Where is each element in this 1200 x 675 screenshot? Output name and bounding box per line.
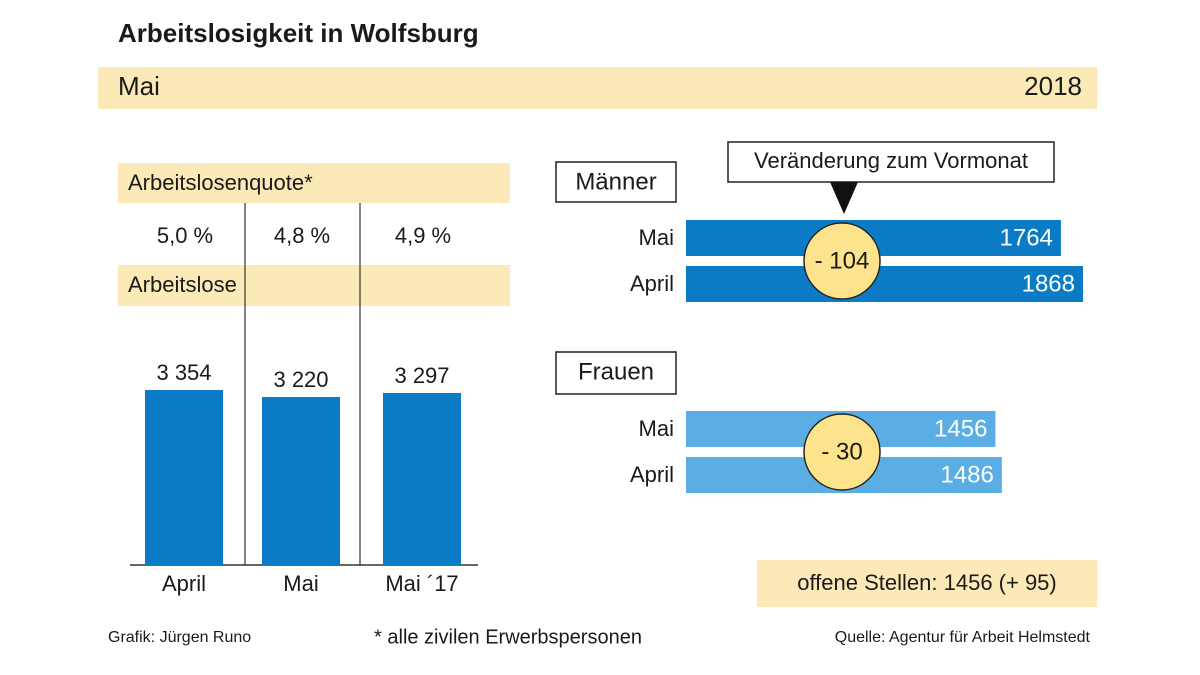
category-label: Mai: [639, 225, 674, 250]
rate-value: 5,0 %: [157, 223, 213, 248]
bar-label: 1764: [1000, 224, 1053, 251]
section-title: Arbeitslosenquote*: [128, 170, 313, 195]
source: Quelle: Agentur für Arbeit Helmstedt: [835, 629, 1091, 646]
section-band: [118, 265, 510, 306]
section-title: Arbeitslose: [128, 272, 237, 297]
bar-label: 1868: [1022, 270, 1075, 297]
rate-value: 4,9 %: [395, 223, 451, 248]
change-badge: [803, 413, 881, 491]
group-box: [555, 161, 677, 203]
category-label: April: [162, 571, 206, 596]
section-band: [118, 163, 510, 203]
group-title: Männer: [575, 168, 656, 195]
note: offene Stellen: 1456 (+ 95): [797, 570, 1057, 595]
annotation-box: [727, 141, 1055, 183]
bar-label: 3 354: [156, 360, 211, 385]
annotation: Veränderung zum Vormonat: [754, 148, 1028, 173]
category-label: April: [630, 462, 674, 487]
bar-label: 1486: [940, 461, 993, 488]
category-label: Mai ´17: [385, 571, 458, 596]
bar: [262, 396, 340, 565]
credit: Grafik: Jürgen Runo: [108, 629, 251, 646]
rate-value: 4,8 %: [274, 223, 330, 248]
bar-label: 1456: [934, 415, 987, 442]
annotation-pointer: [830, 182, 858, 214]
category-label: April: [630, 271, 674, 296]
bar-label: 3 297: [394, 363, 449, 388]
bar: [383, 392, 461, 565]
month: Mai: [118, 71, 160, 101]
group-title: Frauen: [578, 358, 654, 385]
change-label: - 104: [815, 247, 870, 274]
header-band: [98, 67, 1097, 109]
footnote: * alle zivilen Erwerbspersonen: [374, 626, 642, 648]
change-label: - 30: [821, 438, 862, 465]
bar-label: 3 220: [273, 367, 328, 392]
group-box: [555, 351, 677, 395]
change-badge: [803, 222, 881, 300]
year: 2018: [1024, 71, 1082, 101]
bar: [145, 390, 223, 565]
category-label: Mai: [639, 416, 674, 441]
bar: [686, 266, 1083, 302]
note-band: [757, 560, 1097, 607]
title: Arbeitslosigkeit in Wolfsburg: [118, 18, 479, 48]
category-label: Mai: [283, 571, 318, 596]
